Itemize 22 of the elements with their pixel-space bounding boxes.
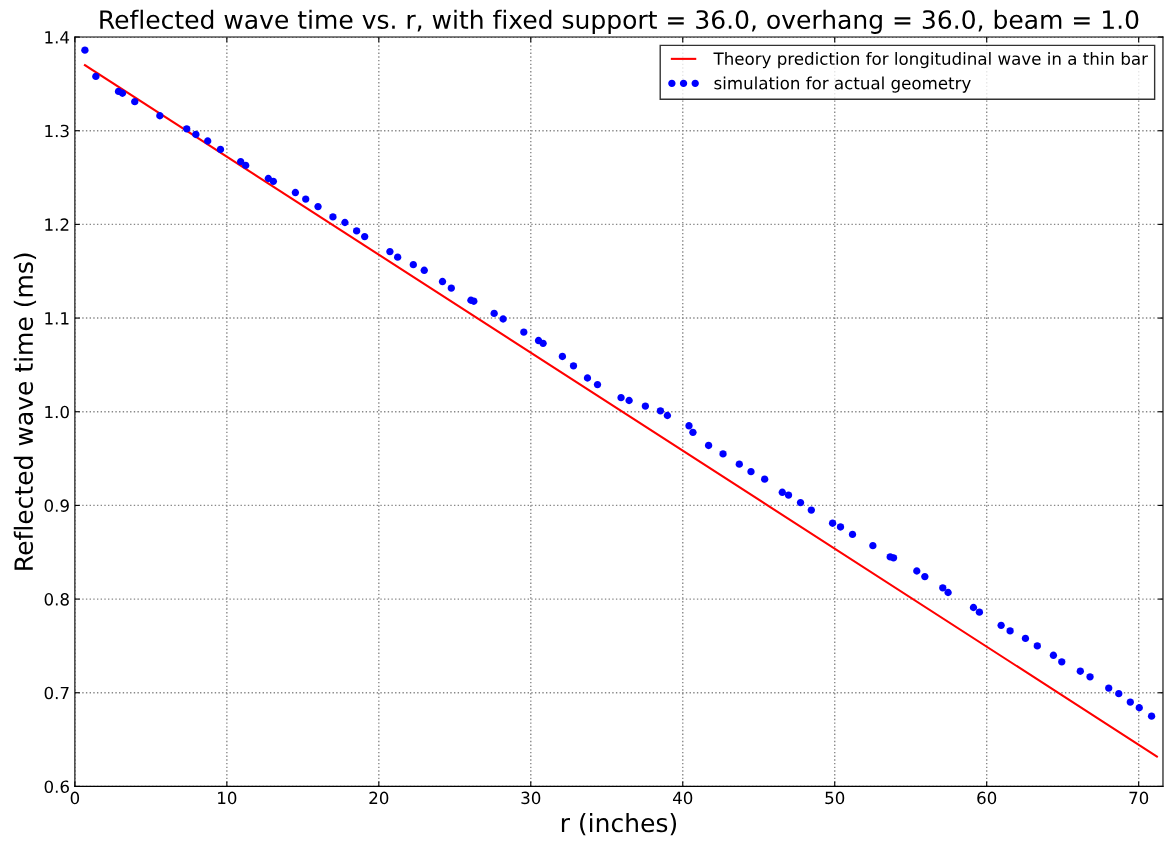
x-tick-label: 40 xyxy=(672,791,693,805)
y-tick-label: 1.4 xyxy=(45,31,70,44)
x-tick-label: 30 xyxy=(521,791,541,805)
x-tick-label: 60 xyxy=(977,791,997,805)
legend-label: Theory prediction for longitudinal wave in a thin bar xyxy=(713,52,1148,69)
y-tick-label: 0.7 xyxy=(44,686,69,700)
legend-label: simulation for actual geometry xyxy=(714,76,971,93)
x-axis-title: r (inches) xyxy=(561,812,677,836)
y-axis-title: Reflected wave time (ms) xyxy=(13,253,37,570)
x-tick-label: 0 xyxy=(70,791,80,805)
chart-title: Reflected wave time vs. r, with fixed support = 36.0, overhang = 36.0, beam = 1.0 xyxy=(100,9,1139,34)
x-tick-label: 70 xyxy=(1129,791,1149,805)
x-tick-label: 10 xyxy=(218,791,237,805)
y-tick-label: 1.2 xyxy=(45,218,69,231)
y-tick-label: 0.9 xyxy=(44,499,69,512)
x-tick-label: 20 xyxy=(369,791,389,805)
y-tick-label: 0.8 xyxy=(44,593,69,606)
y-tick-label: 1.1 xyxy=(45,312,69,325)
y-tick-label: 1.0 xyxy=(45,405,69,419)
x-tick-label: 50 xyxy=(825,791,845,805)
y-tick-label: 0.6 xyxy=(44,780,69,793)
y-tick-label: 1.3 xyxy=(45,124,69,138)
